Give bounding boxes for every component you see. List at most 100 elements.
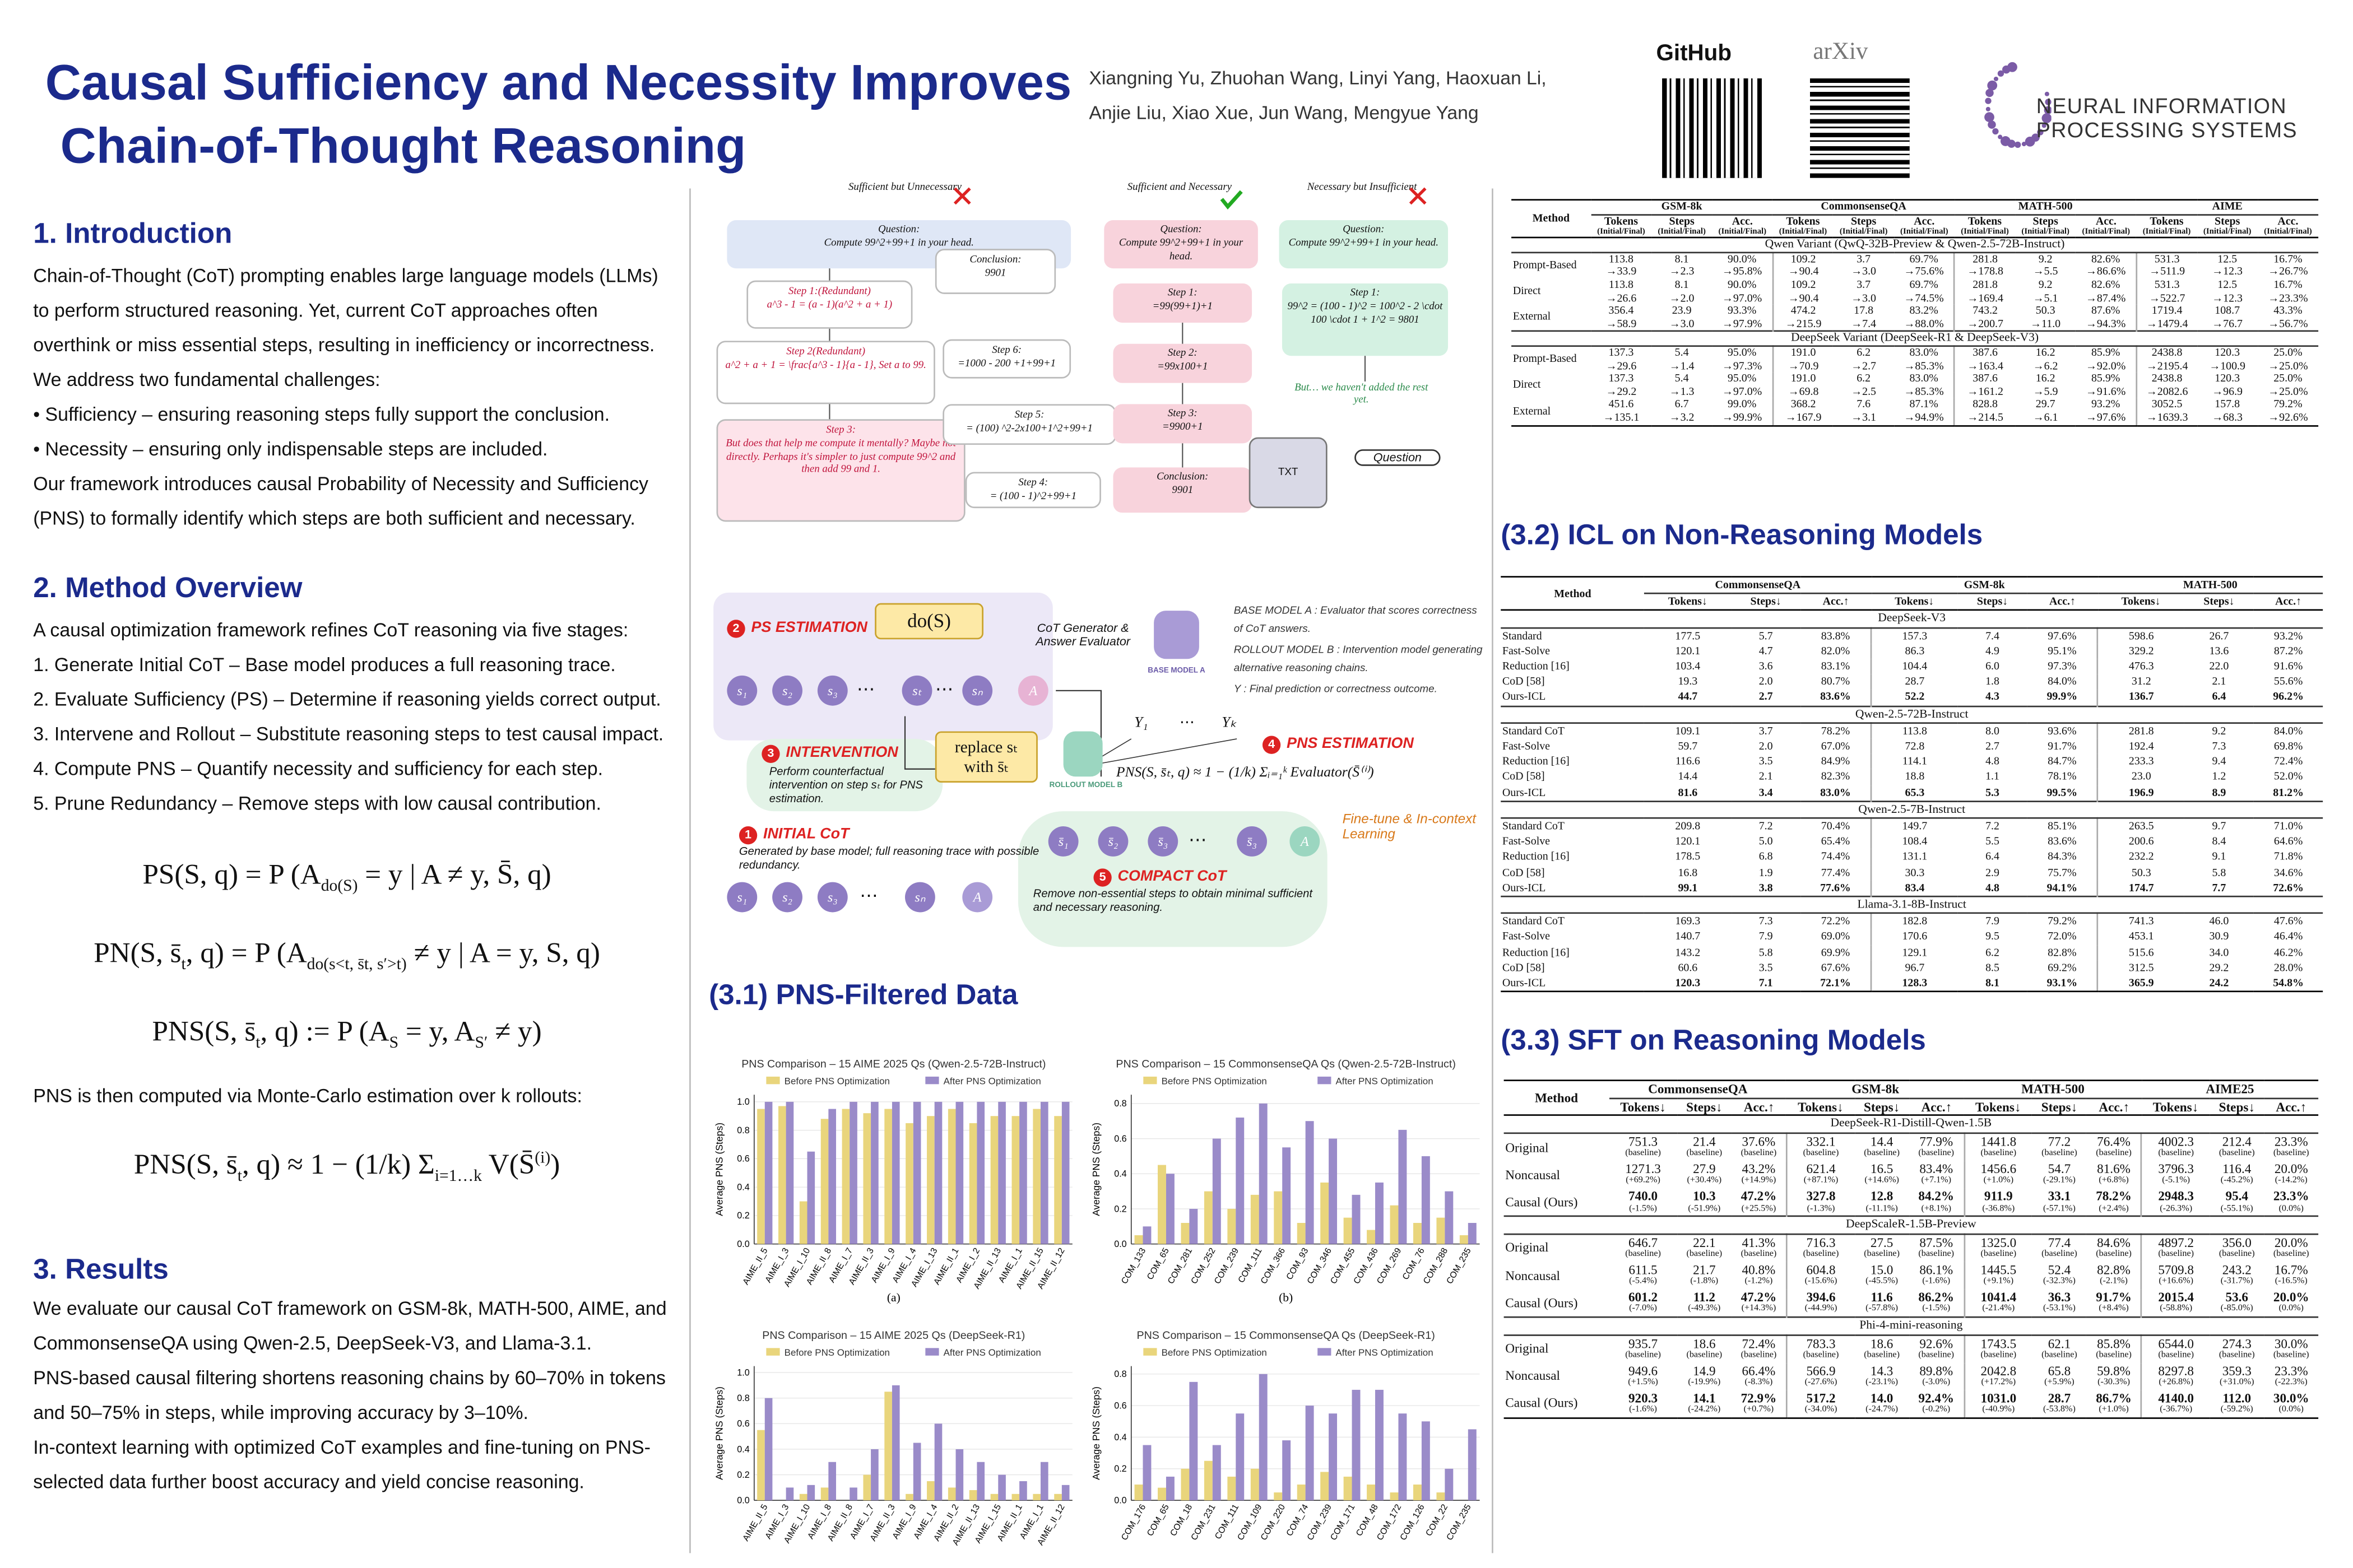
bar <box>1398 1413 1407 1501</box>
table-cell: 281.8 →178.8 <box>1953 252 2016 279</box>
table-cell: 359.3 (+31.0%) <box>2210 1362 2264 1390</box>
step-title: Step 1: <box>1167 286 1198 299</box>
value-note: (baseline) <box>1864 1351 1900 1361</box>
table-cell: 3.7 <box>1731 723 1800 739</box>
table-row: Noncausal 611.5 (-5.4%) 21.7 (-1.8%) 40.8% (-1… <box>1504 1262 2319 1289</box>
table-cell: 93.2% →97.6% <box>2076 398 2137 426</box>
value: 83.4% <box>1919 1161 1953 1176</box>
value: 36.3 <box>2048 1288 2071 1304</box>
value-final: →12.3 <box>2212 290 2243 304</box>
value-note: (-21.4%) <box>1982 1305 2015 1314</box>
table-cell: 232.2 <box>2097 849 2184 866</box>
formula-part: = y, A <box>398 1016 475 1048</box>
paragraphs: Chain-of-Thought (CoT) prompting enables… <box>33 259 674 537</box>
value: 69.2% <box>2048 960 2077 974</box>
paragraph: • Sufficiency – ensuring reasoning steps… <box>33 404 610 426</box>
bar <box>1033 1493 1041 1501</box>
value: 104.4 <box>1902 659 1928 673</box>
row-label: Original <box>1505 1240 1549 1255</box>
table-cell: 33.1 (-57.1%) <box>2032 1188 2086 1216</box>
value-initial: 17.8 <box>1854 303 1874 317</box>
header-row: Tokens↓ Steps↓ Acc.↑ Tokens↓ Steps↓ Acc.↑ Toke… <box>1501 593 2323 612</box>
bar <box>1019 1481 1027 1501</box>
table-row: Causal (Ours) 601.2 (-7.0%) 11.2 (-49.3%) 47.… <box>1504 1288 2319 1318</box>
value-note: (+14.3%) <box>1741 1305 1776 1314</box>
logo-dot <box>1987 80 1998 91</box>
value-initial: 23.9 <box>1672 303 1692 317</box>
table-cell: 1743.5 (baseline) <box>1963 1334 2032 1363</box>
value: 83.8% <box>1821 628 1850 642</box>
value-note: (+7.1%) <box>1921 1176 1952 1186</box>
value-note: (baseline) <box>1918 1351 1955 1361</box>
value: 72.0% <box>2048 929 2077 943</box>
value-note: (-30.3%) <box>2097 1378 2130 1388</box>
bar <box>1054 1116 1062 1244</box>
value-note: (baseline) <box>1803 1351 1839 1361</box>
table-cell: 2.7 <box>1957 739 2027 754</box>
x-tick-label: COM_65 <box>1145 1246 1171 1282</box>
value-final: →11.0 <box>2030 316 2061 330</box>
table-cell: 81.6 <box>1645 785 1731 801</box>
value: 5.7 <box>1758 628 1773 642</box>
value: 22.0 <box>2209 659 2229 673</box>
header-cell: Steps (Initial/Final) <box>1651 214 1712 239</box>
value: 169.3 <box>1675 914 1701 928</box>
table-row: Standard CoT 109.1 3.7 78.2% 113.8 8.0 93.6% 28… <box>1501 723 2323 739</box>
chain-node: A <box>962 882 993 913</box>
formula-sub: t <box>256 1034 261 1053</box>
value-initial: 3.7 <box>1857 277 1871 291</box>
data-table: Method CommonsenseQA GSM-8k MATH-500 AIME25 T… <box>1503 1080 2319 1419</box>
value: 70.4% <box>1821 818 1850 832</box>
value: 20.0% <box>2274 1161 2308 1176</box>
value: 9.1 <box>2212 849 2226 863</box>
robot: TXT <box>1249 437 1328 509</box>
value-final: →29.6 <box>1605 358 1637 372</box>
table-cell: 356.4 →58.9 <box>1591 304 1651 332</box>
bar <box>884 1109 892 1244</box>
bar <box>892 1385 900 1501</box>
value: 69.8% <box>2273 739 2303 753</box>
value-final: →2.0 <box>1669 290 1695 304</box>
value-note: (baseline) <box>1803 1250 1839 1260</box>
logo-dot <box>1984 112 1994 122</box>
value-initial: 109.2 <box>1790 277 1816 291</box>
value-note: (-14.2%) <box>2275 1176 2308 1186</box>
value-note: (baseline) <box>2273 1351 2309 1361</box>
header-cell: Steps↓ <box>2184 593 2254 612</box>
metric: Tokens <box>1967 213 2002 227</box>
formula-sub: do(S) <box>321 877 358 896</box>
value: 91.6% <box>2273 659 2303 673</box>
paragraph: 4. Compute PNS – Quantify necessity and … <box>33 758 604 780</box>
value: 8.5 <box>1985 960 1999 974</box>
value-final: →6.2 <box>2032 358 2058 372</box>
value: 394.6 <box>1806 1288 1836 1304</box>
bar <box>1181 1223 1190 1244</box>
value-final: →178.8 <box>1967 264 2004 278</box>
table-cell: 9.5 <box>1957 929 2027 944</box>
legend-swatch <box>766 1076 780 1085</box>
value-initial: 16.2 <box>2035 345 2055 359</box>
value-final: →86.6% <box>2085 264 2126 278</box>
table-cell: 2.9 <box>1957 865 2027 880</box>
ellipsis: ⋯ <box>935 678 954 700</box>
bar <box>1421 1421 1430 1501</box>
value-note: (+30.4%) <box>1687 1176 1722 1186</box>
metric: Acc.↑ <box>1921 1099 1952 1114</box>
table-cell: 136.7 <box>2097 690 2184 706</box>
value: 129.1 <box>1902 944 1928 959</box>
y-tick-label: 0.8 <box>1114 1099 1126 1109</box>
value-note: (+17.2%) <box>1981 1378 2016 1388</box>
table-cell: 243.2 (-31.7%) <box>2210 1262 2264 1289</box>
legend-text: ROLLOUT MODEL B : Intervention model gen… <box>1233 645 1483 674</box>
column-label: Sufficient and Necessary <box>1127 181 1232 193</box>
table-cell: 191.0 →69.8 <box>1772 372 1834 399</box>
table-cell: 77.4% <box>1800 865 1871 880</box>
value-note: (-11.1%) <box>1865 1204 1898 1213</box>
table-cell: 3.8 <box>1731 881 1800 897</box>
table-cell: 23.3% (-22.3%) <box>2264 1362 2318 1390</box>
group-row: DeepScaleR-1.5B-Preview <box>1503 1215 2319 1235</box>
chart-title: PNS Comparison – 15 CommonsenseQA Qs (Qw… <box>1116 1058 1455 1071</box>
value-final: →1479.4 <box>2146 316 2188 330</box>
value-initial: 85.9% <box>2091 345 2120 359</box>
value-note: (baseline) <box>2273 1150 2309 1159</box>
